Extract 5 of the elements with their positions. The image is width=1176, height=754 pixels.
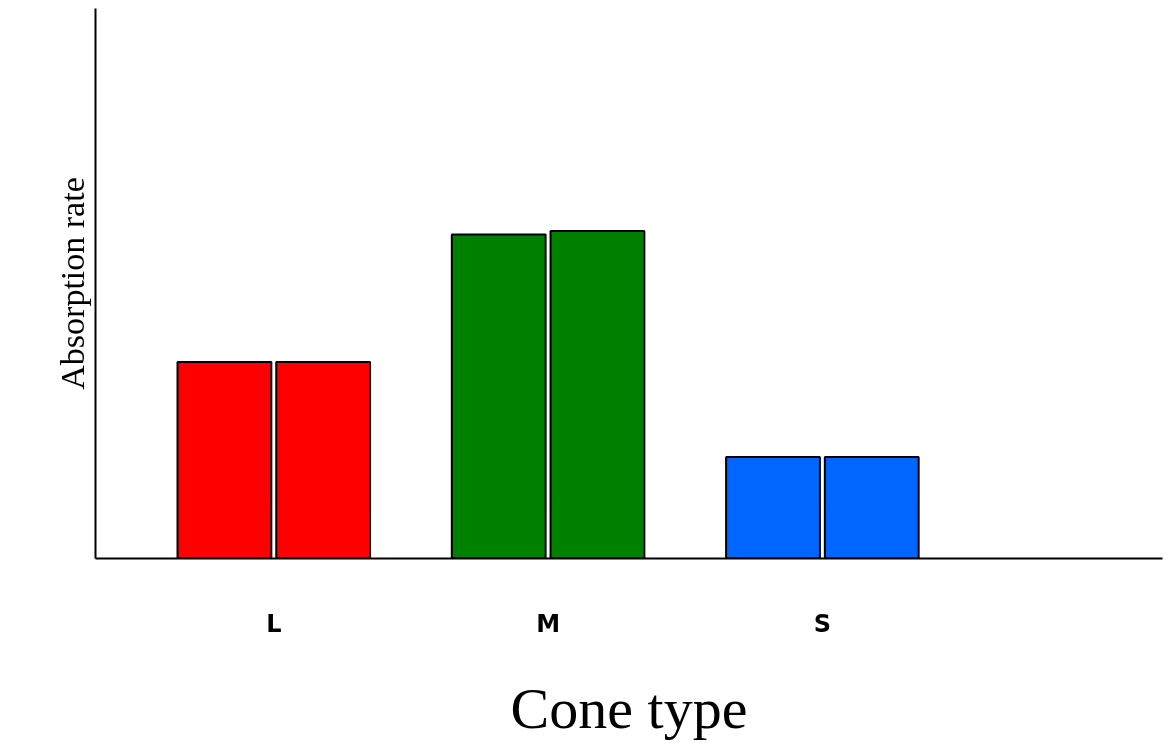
x-tick-label: M xyxy=(536,609,561,638)
y-axis-title: Absorption rate xyxy=(53,177,91,390)
x-tick-label: S xyxy=(813,609,832,638)
x-axis-title: Cone type xyxy=(510,675,748,741)
x-tick-label: L xyxy=(266,609,282,638)
